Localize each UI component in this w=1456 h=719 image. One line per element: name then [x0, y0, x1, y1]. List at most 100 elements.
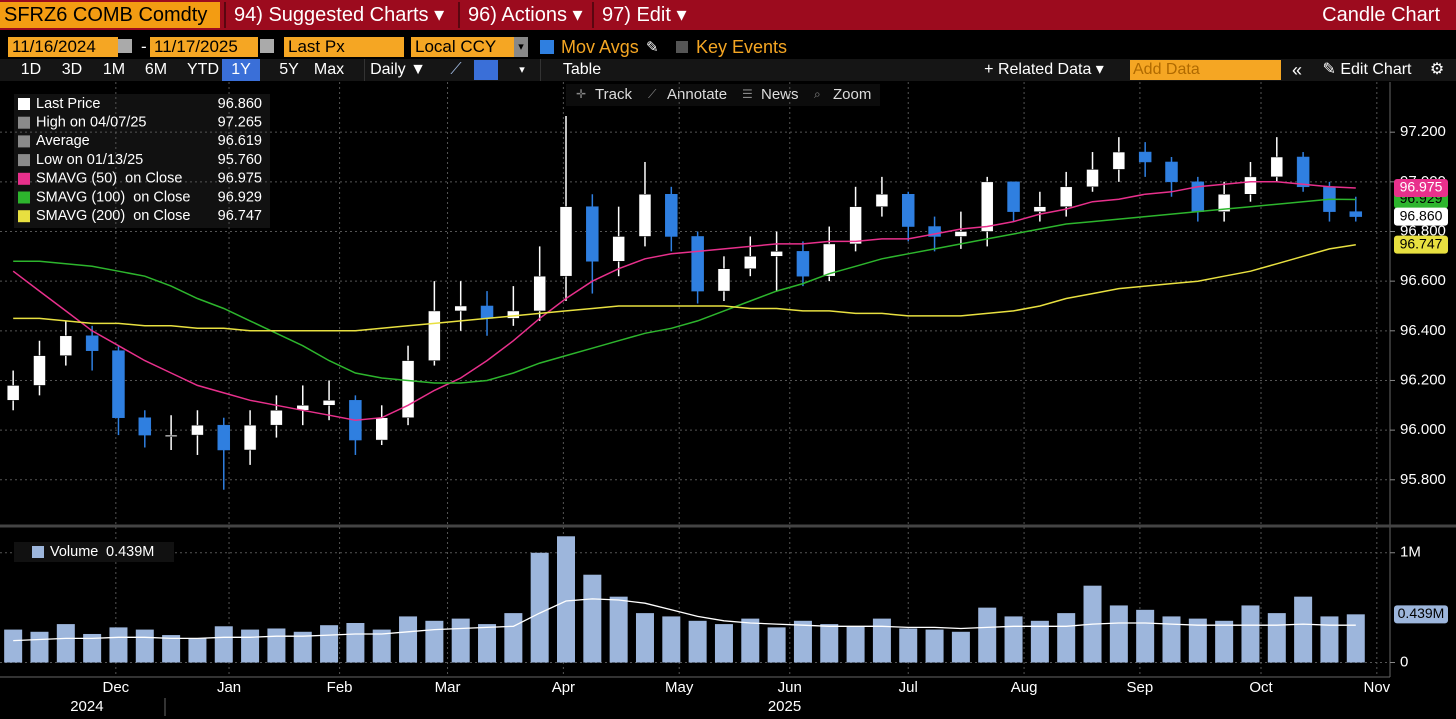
start-date[interactable]: 11/16/2024 [8, 37, 118, 57]
related-data-button[interactable]: + Related Data ▾ [984, 61, 1104, 78]
volume-average [13, 598, 1356, 642]
legend-swatch [18, 210, 30, 223]
legend-label: SMAVG (100) on Close [36, 189, 190, 205]
key-events-checkbox[interactable] [676, 41, 688, 53]
table-button[interactable]: Table [540, 59, 623, 81]
legend-value: 95.760 [218, 152, 262, 168]
period-button[interactable]: 1M [102, 61, 126, 78]
candle-body [428, 310, 441, 361]
x-tick-label: Dec [102, 679, 129, 696]
period-button[interactable]: 6M [144, 61, 168, 78]
candle-body [612, 236, 625, 262]
tool-label: Annotate [667, 86, 727, 103]
tool-label: Track [595, 86, 632, 103]
volume-bar [399, 616, 418, 663]
calendar-icon[interactable] [118, 39, 132, 53]
volume-bar [135, 629, 154, 663]
volume-bar [109, 627, 128, 663]
period-button[interactable]: 5Y [279, 61, 299, 78]
volume-bar [83, 633, 102, 663]
volume-bar [951, 631, 970, 663]
volume-bar [635, 613, 654, 663]
year-label: 2024 [70, 698, 103, 715]
volume-bar [214, 626, 233, 663]
candle-body [901, 194, 915, 227]
field-select[interactable]: Last Px [284, 37, 404, 57]
add-data-input[interactable]: Add Data [1130, 60, 1281, 80]
candle-body [507, 310, 520, 319]
value-tag [1394, 179, 1448, 198]
candle-body [138, 417, 152, 436]
candle-icon[interactable] [474, 60, 498, 80]
end-date[interactable]: 11/17/2025 [150, 37, 258, 57]
dropdown-arrow[interactable]: ▾ [514, 37, 528, 57]
candle-body [770, 251, 783, 257]
chart-type-dropdown[interactable]: ▾ [519, 64, 525, 76]
candle-body [1270, 156, 1284, 178]
currency-select[interactable]: Local CCY [411, 37, 515, 57]
volume-bar [609, 596, 628, 663]
menu-actions[interactable]: 96) Actions ▾ [458, 2, 583, 28]
volume-bar [714, 624, 733, 663]
legend-box [14, 542, 174, 562]
volume-bar [1109, 605, 1128, 663]
pencil-icon[interactable]: ✎ [646, 39, 659, 56]
candle-body [1349, 211, 1363, 217]
volume-bar [30, 631, 49, 663]
mov-avgs-checkbox[interactable] [540, 40, 554, 54]
key-events-label[interactable]: Key Events [696, 37, 788, 57]
menu-suggested[interactable]: 94) Suggested Charts ▾ [224, 2, 444, 28]
volume-bar [188, 638, 207, 663]
value-tag [1394, 235, 1448, 254]
frequency-select[interactable]: Daily ▼ [364, 59, 431, 81]
collapse-button[interactable]: « [1291, 60, 1302, 80]
volume-bar [978, 607, 997, 663]
candle-body [586, 206, 599, 262]
security-field[interactable]: SFRZ6 COMB Comdty [0, 2, 220, 28]
period-button[interactable]: YTD [187, 61, 219, 78]
y-tick-label: 97.200 [1400, 123, 1446, 140]
candle-body [796, 251, 810, 277]
tool-label: News [761, 86, 799, 103]
volume-bar [820, 624, 839, 663]
frequency: Daily [370, 61, 406, 78]
candle-body [270, 410, 283, 426]
legend-value: 96.619 [218, 133, 262, 149]
edit-chart-button[interactable]: ✎ Edit Chart [1322, 61, 1412, 78]
volume-bar [241, 629, 260, 663]
y-tick-label: 96.000 [1400, 421, 1446, 438]
candle-body [928, 226, 941, 237]
legend-swatch [18, 116, 30, 129]
candle-body [164, 434, 178, 437]
period-button[interactable]: 1D [20, 61, 42, 78]
legend-swatch [18, 98, 30, 110]
mov-avgs-label[interactable]: Mov Avgs [561, 37, 639, 57]
volume-bar [688, 620, 707, 663]
volume-bar [530, 552, 549, 663]
volume-bar [741, 618, 760, 663]
x-tick-label: Sep [1127, 679, 1154, 696]
line-icon[interactable]: ⟋ [450, 61, 462, 78]
period-button[interactable]: Max [313, 61, 345, 78]
candle-body [638, 194, 652, 237]
related-data: Related Data [997, 61, 1092, 78]
candle-body [85, 335, 99, 351]
candle-body [665, 194, 678, 237]
calendar-icon[interactable] [260, 39, 274, 53]
value-tag-label: 96.860 [1400, 207, 1443, 223]
menu-edit[interactable]: 97) Edit ▾ [592, 2, 687, 28]
volume-bar [1004, 616, 1023, 663]
period-button[interactable]: 1Y [222, 59, 260, 81]
candle-body [112, 350, 125, 418]
legend-label: Volume [50, 544, 98, 560]
settings-button[interactable]: ⚙ [1429, 61, 1445, 78]
period-button[interactable]: 3D [61, 61, 83, 78]
candle-body [954, 231, 968, 237]
candle-body [322, 400, 336, 406]
y-tick-label: 96.800 [1400, 222, 1446, 239]
date-separator: - [141, 37, 147, 56]
legend-label: Low on 01/13/25 [36, 152, 143, 168]
value-tag-label: 0.439M [1398, 605, 1445, 621]
moving-average [13, 243, 1356, 332]
